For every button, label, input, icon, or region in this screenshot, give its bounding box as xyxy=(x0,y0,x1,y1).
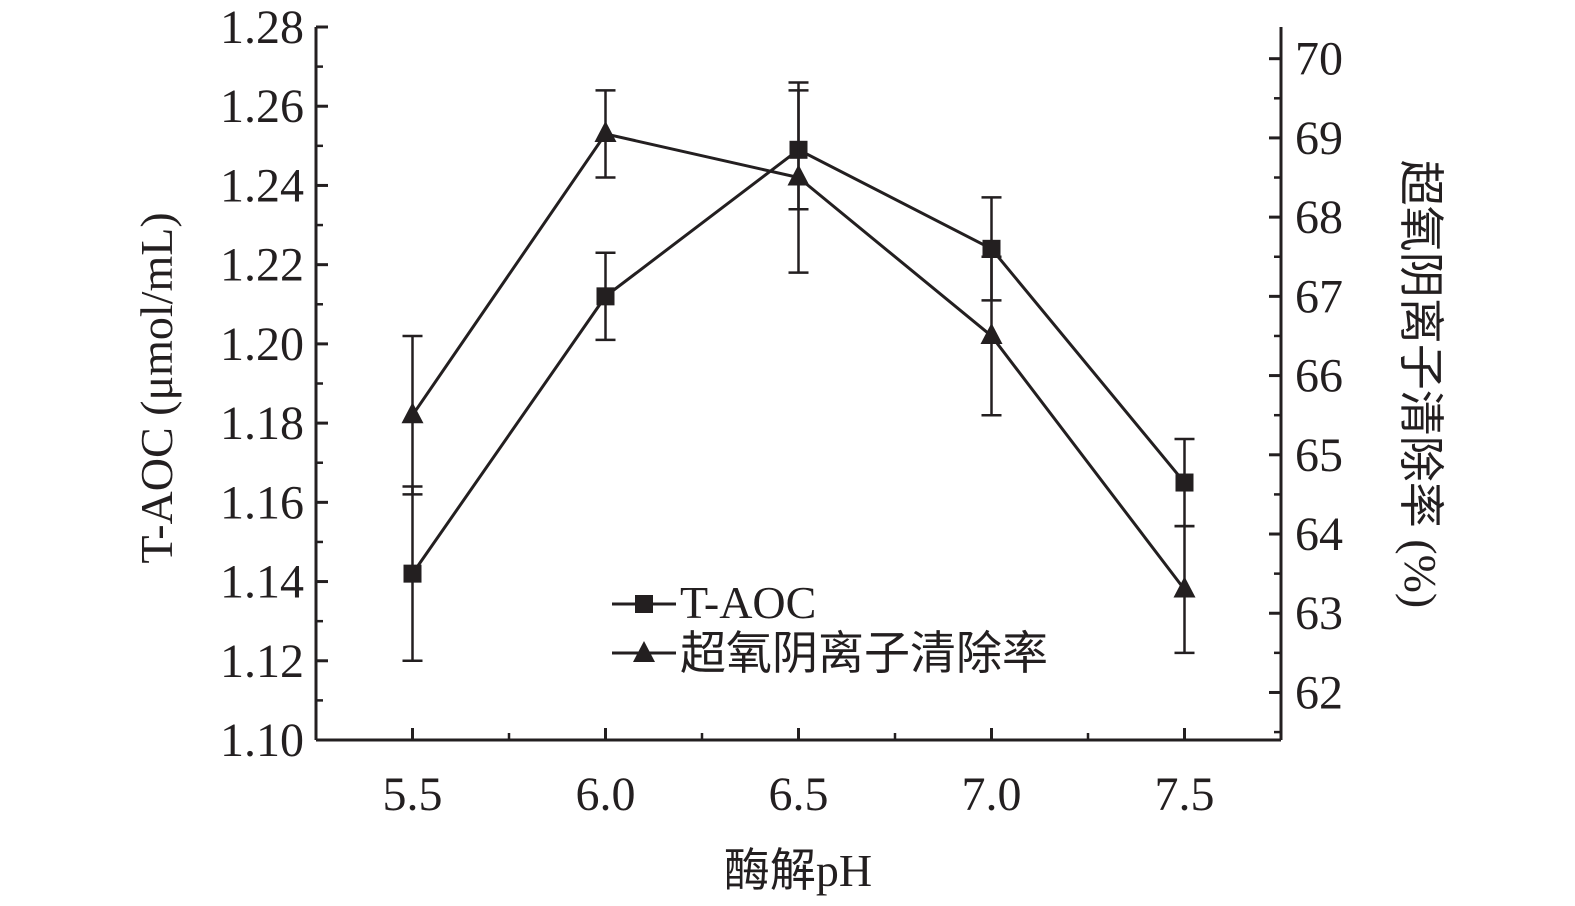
square-marker xyxy=(1175,473,1194,492)
y-right-tick-label: 63 xyxy=(1295,587,1343,640)
y-right-tick-label: 68 xyxy=(1295,191,1343,244)
y-left-tick-label: 1.16 xyxy=(220,476,304,529)
x-tick-label: 6.0 xyxy=(576,768,636,821)
y-left-tick-label: 1.10 xyxy=(220,714,304,767)
x-tick-label: 5.5 xyxy=(383,768,443,821)
legend-item-taoc: T-AOC xyxy=(612,577,816,628)
legend-triangle-marker xyxy=(633,641,655,662)
y-left-tick-label: 1.12 xyxy=(220,635,304,688)
legend-square-marker xyxy=(635,595,653,613)
triangle-marker xyxy=(787,164,810,186)
legend: T-AOC 超氧阴离子清除率 xyxy=(612,577,1048,679)
triangle-marker xyxy=(401,402,424,424)
square-marker xyxy=(596,287,615,306)
y-left-tick-label: 1.24 xyxy=(220,159,304,212)
series-layer xyxy=(401,81,1196,663)
legend-label-superoxide: 超氧阴离子清除率 xyxy=(680,628,1048,679)
square-marker xyxy=(982,239,1001,258)
right-axis-ticks: 62 63 64 65 66 67 68 69 70 xyxy=(1269,33,1343,734)
y-right-tick-label: 70 xyxy=(1295,33,1343,86)
y-right-tick-label: 66 xyxy=(1295,350,1343,403)
x-axis-ticks: 5.5 6.0 6.5 7.0 7.5 xyxy=(383,728,1215,821)
y-left-tick-label: 1.18 xyxy=(220,397,304,450)
y-right-tick-label: 62 xyxy=(1295,666,1343,719)
y-left-tick-label: 1.28 xyxy=(220,1,304,54)
triangle-marker xyxy=(1173,576,1196,598)
x-tick-label: 6.5 xyxy=(769,768,829,821)
legend-item-superoxide: 超氧阴离子清除率 xyxy=(612,628,1048,679)
y-right-tick-label: 64 xyxy=(1295,508,1343,561)
square-marker xyxy=(403,564,422,583)
y-left-tick-label: 1.14 xyxy=(220,556,304,609)
y-right-tick-label: 65 xyxy=(1295,429,1343,482)
y-left-tick-label: 1.26 xyxy=(220,80,304,133)
right-axis-title: 超氧阴离子清除率 (%) xyxy=(1395,160,1446,608)
triangle-marker xyxy=(594,120,617,142)
triangle-marker xyxy=(980,322,1003,344)
y-left-tick-label: 1.22 xyxy=(220,239,304,292)
x-tick-label: 7.0 xyxy=(962,768,1022,821)
left-axis-ticks: 1.10 1.12 1.14 1.16 1.18 1.20 1.22 1.24 1.26 1.28 xyxy=(220,1,328,767)
y-right-tick-label: 67 xyxy=(1295,270,1343,323)
y-left-tick-label: 1.20 xyxy=(220,318,304,371)
left-axis-title: T-AOC (μmol/mL) xyxy=(131,212,182,563)
x-axis-title: 酶解pH xyxy=(724,845,872,896)
y-right-tick-label: 69 xyxy=(1295,112,1343,165)
series-superoxide xyxy=(401,81,1196,655)
x-tick-label: 7.5 xyxy=(1155,768,1215,821)
legend-label-taoc: T-AOC xyxy=(680,577,816,628)
